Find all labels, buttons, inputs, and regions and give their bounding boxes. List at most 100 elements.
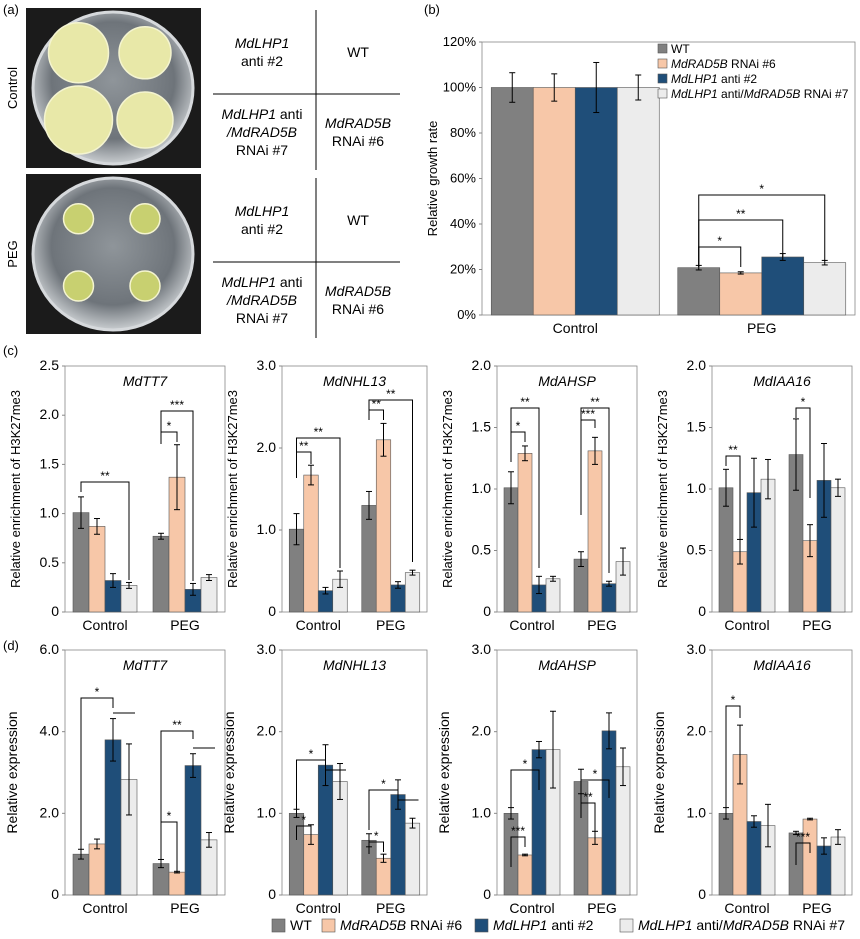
y-tick-label: 1.0 [257,521,277,537]
significance-bracket [368,789,399,830]
significance-bracket [580,802,596,843]
plot-frame [64,365,226,613]
y-tick-label: 3.0 [257,357,277,373]
layout-genotype-label: RNAi #7 [236,142,288,158]
bar-rad5b [168,871,186,896]
y-tick-label: 1.0 [687,480,707,496]
layout-genotype-label: MdRAD5B [325,115,391,131]
bar-wt [490,87,534,316]
significance-label: * [516,419,521,433]
y-tick-label: 3.0 [257,641,277,657]
chart-title: MdNHL13 [323,657,386,673]
bar-lhp1 [184,765,202,896]
plot-frame [496,649,638,896]
category-label: PEG [587,617,617,633]
significance-bracket [80,697,114,850]
legend-text: anti #2 [547,917,593,933]
category-label: Control [553,320,598,336]
significance-label: ** [583,790,593,804]
y-tick-label: 2.0 [40,804,60,820]
significance-bracket [725,705,741,816]
legend-gene: MdRAD5B [723,917,789,933]
y-tick-label: 1.0 [472,804,492,820]
bar-wt [152,863,170,896]
expression-mdiaa16-chart: 0 1.0 2.0 3.0 Relative expression MdIAA16 Cont… [651,641,853,916]
legend-gene: MdLHP1 [638,917,692,933]
significance-label: * [301,813,306,827]
bar-group-control [503,710,561,896]
bar-wt [72,853,90,896]
significance-bracket [368,409,384,420]
bar-group-control [72,496,138,613]
chart-title: MdAHSP [538,657,596,673]
h3k27me3-mdtt7-chart: 0 0.5 1.0 1.5 2.0 2.5 Relative enrichment of H… [8,357,226,633]
bar-group-control [288,744,348,896]
y-tick-label: 0 [51,603,59,619]
y-tick-label: 80% [450,125,476,140]
y-tick-label: 0 [698,603,706,619]
legend-text: RNAi #6 [728,57,776,71]
bar-lhp1 [601,583,617,613]
bar-lhp1_rad5b [200,839,218,896]
y-axis-label: Relative expression [4,711,20,833]
significance-label: * [801,395,806,409]
chart-title: MdIAA16 [753,373,811,389]
significance-label: *** [796,830,810,844]
category-label: Control [724,900,769,916]
bar-group-control [490,61,660,316]
layout-genotype-label: RNAi #6 [332,133,384,149]
callus-colony [62,270,95,302]
chart-title: MdNHL13 [323,373,386,389]
legend-text: RNAi #7 [789,917,845,933]
significance-bracket [160,730,194,861]
y-axis-label: Relative enrichment of H3K27me3 [440,390,455,588]
significance-label: ** [386,387,396,401]
significance-bracket [368,841,384,854]
y-axis-label: Relative growth rate [425,121,440,237]
bar-lhp1_rad5b [120,585,138,613]
significance-bracket [795,407,811,498]
bar-lhp1_rad5b [616,87,660,316]
photo-row-label: PEG [5,240,20,267]
callus-colony [116,91,174,149]
significance-label: * [731,693,736,707]
legend-entry: WT [290,917,312,933]
legend-text: RNAi #6 [406,917,462,933]
bar-lhp1 [746,821,762,896]
layout-gene-name: /MdRAD5B [226,124,297,140]
category-label: PEG [170,900,200,916]
y-tick-label: 0.5 [40,554,60,570]
callus-colony [129,203,161,235]
y-tick-label: 100% [443,80,477,95]
y-tick-label: 3.0 [472,641,492,657]
significance-label: *** [581,407,595,421]
bar-lhp1_rad5b [404,572,421,613]
bar-lhp1_rad5b [404,822,421,896]
category-label: Control [82,617,127,633]
significance-bracket [725,455,741,541]
bar-rad5b [88,843,106,896]
y-tick-label: 2.0 [257,723,277,739]
bar-wt [573,558,589,613]
significance-bracket [296,437,341,568]
bar-rad5b [517,453,533,613]
category-label: Control [296,617,341,633]
bar-lhp1_rad5b [545,578,561,613]
significance-label: * [167,419,172,433]
bar-group-control [288,464,348,613]
category-label: PEG [587,900,617,916]
panel-label-c: (c) [3,343,18,358]
bar-rad5b [303,474,319,613]
category-label: Control [724,617,769,633]
category-label: Control [509,900,554,916]
legend-text: anti #2 [718,72,758,86]
bar-group-peg [361,422,421,613]
plate-layout-table: MdLHP1 anti #2 WT MdLHP1 anti/MdRAD5B RNAi #… [213,10,400,338]
layout-line-suffix: anti [276,106,302,122]
photo-row-label: Control [5,67,20,109]
chart-title: MdTT7 [123,373,169,389]
growth-rate-chart: 0% 20% 40% 60% 80% 100% 120% Relative growth ra… [425,34,856,336]
layout-genotype-label: /MdRAD5B [226,292,297,308]
significance-label: ** [100,469,110,483]
